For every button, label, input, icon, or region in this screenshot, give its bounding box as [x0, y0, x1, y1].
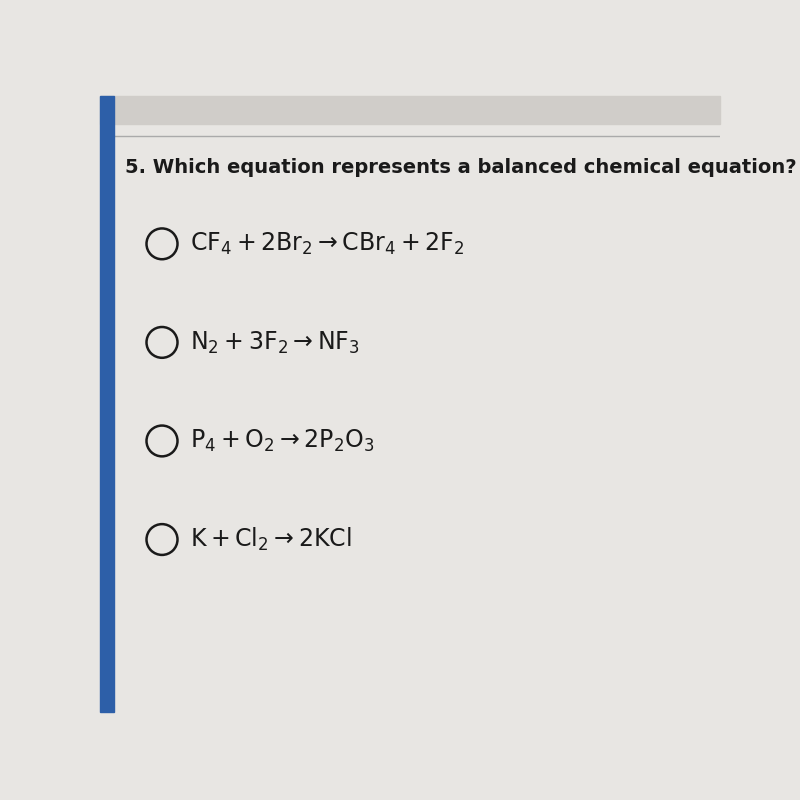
Bar — [100, 96, 114, 712]
Bar — [100, 96, 720, 124]
Text: 5. Which equation represents a balanced chemical equation?: 5. Which equation represents a balanced … — [125, 158, 797, 177]
Text: $\mathrm{K + Cl_2 \rightarrow 2KCl}$: $\mathrm{K + Cl_2 \rightarrow 2KCl}$ — [190, 526, 351, 553]
Text: $\mathrm{P_4 + O_2 \rightarrow 2P_2O_3}$: $\mathrm{P_4 + O_2 \rightarrow 2P_2O_3}$ — [190, 428, 374, 454]
Text: $\mathrm{CF_4 + 2Br_2 \rightarrow CBr_4 + 2F_2}$: $\mathrm{CF_4 + 2Br_2 \rightarrow CBr_4 … — [190, 230, 465, 257]
Text: $\mathrm{N_2 + 3F_2 \rightarrow NF_3}$: $\mathrm{N_2 + 3F_2 \rightarrow NF_3}$ — [190, 330, 360, 355]
